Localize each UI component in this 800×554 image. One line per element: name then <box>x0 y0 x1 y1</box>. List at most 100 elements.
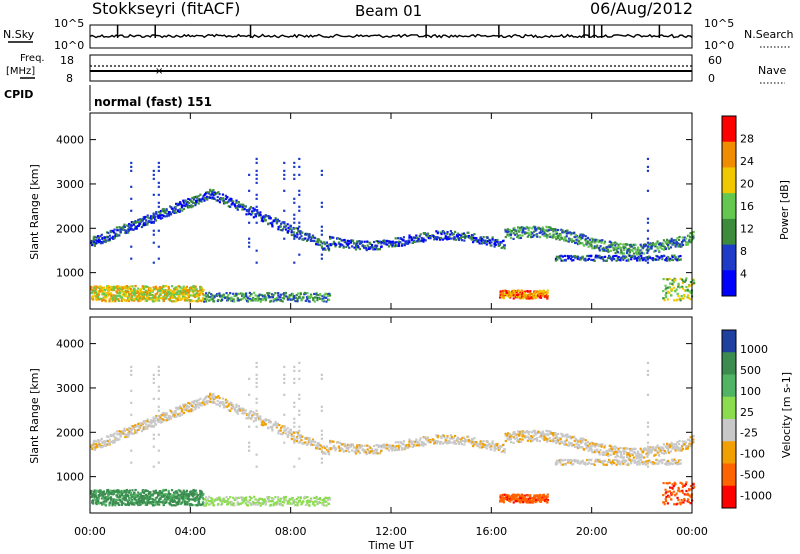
velocity-cell <box>323 451 326 454</box>
velocity-cell <box>205 499 208 502</box>
power-cell <box>112 230 115 233</box>
power-cell <box>255 169 258 172</box>
velocity-cell <box>519 430 522 434</box>
power-cell <box>144 299 147 302</box>
velocity-cell <box>224 398 227 401</box>
power-cell <box>522 228 525 232</box>
power-cell <box>101 236 104 240</box>
velocity-cell <box>148 424 151 427</box>
power-cell <box>522 292 525 295</box>
velocity-cell <box>138 427 141 430</box>
power-cell <box>227 200 230 203</box>
power-cell <box>421 239 424 242</box>
power-cell <box>568 239 572 242</box>
velocity-cell <box>287 433 290 437</box>
velocity-cell <box>222 401 225 404</box>
velocity-cell <box>503 496 506 500</box>
velocity-cell <box>465 439 468 442</box>
velocity-cell <box>140 492 143 495</box>
velocity-cell <box>422 441 425 444</box>
power-cell <box>130 245 133 248</box>
velocity-cell <box>230 402 233 405</box>
velocity-cell <box>222 497 225 500</box>
velocity-cell <box>226 503 230 506</box>
velocity-cell <box>486 443 490 447</box>
power-cell <box>193 196 196 199</box>
power-cell <box>607 254 611 257</box>
power-cell <box>508 229 512 232</box>
power-cell <box>625 251 629 255</box>
power-cell <box>106 288 109 291</box>
colorbar-frame <box>721 115 737 297</box>
velocity-cell <box>151 502 154 505</box>
velocity-cell <box>348 450 351 453</box>
power-cell <box>622 246 625 249</box>
velocity-cell <box>141 500 144 503</box>
velocity-cell <box>226 500 229 503</box>
power-cell <box>674 256 677 259</box>
power-cell <box>370 243 374 247</box>
velocity-cell <box>330 447 333 451</box>
power-cell <box>255 181 258 184</box>
power-cell <box>92 289 95 293</box>
velocity-cell <box>138 493 141 496</box>
power-cell <box>646 229 650 232</box>
power-cell <box>191 196 194 200</box>
velocity-cell <box>259 504 262 507</box>
power-cell <box>120 299 123 302</box>
power-cell <box>235 201 238 204</box>
power-cell <box>256 294 259 298</box>
velocity-cell <box>366 444 369 447</box>
power-cell <box>113 228 116 231</box>
power-cell <box>171 300 174 303</box>
power-cell <box>384 240 387 243</box>
velocity-cell <box>206 498 209 501</box>
power-cell <box>273 219 276 222</box>
power-cell <box>316 241 319 244</box>
power-cell <box>518 230 521 233</box>
velocity-cell <box>121 490 124 493</box>
power-cell <box>594 254 598 257</box>
velocity-cell <box>541 437 544 440</box>
power-cell <box>380 242 383 245</box>
velocity-cell <box>143 495 146 498</box>
power-cell <box>685 243 688 246</box>
power-cell <box>299 232 302 235</box>
velocity-cell <box>296 501 299 505</box>
velocity-cell <box>475 444 479 447</box>
velocity-cell <box>251 415 254 419</box>
power-cell <box>481 241 485 245</box>
velocity-cell <box>137 422 140 425</box>
velocity-cell <box>249 409 253 413</box>
power-cell <box>106 239 109 242</box>
power-cell <box>433 238 436 241</box>
power-cell <box>530 230 533 234</box>
velocity-cell <box>557 438 560 442</box>
power-cell <box>253 208 256 211</box>
power-cell <box>555 232 559 235</box>
power-cell <box>208 299 211 302</box>
velocity-cell <box>352 446 356 449</box>
velocity-cell <box>274 496 277 499</box>
velocity-cell <box>161 490 164 493</box>
power-cell <box>164 293 167 297</box>
power-cell <box>376 248 379 251</box>
power-cell <box>571 256 574 259</box>
power-cell <box>137 287 140 290</box>
power-cell <box>453 230 457 234</box>
power-cell <box>542 228 545 231</box>
power-cell <box>298 253 301 256</box>
power-cell <box>620 247 623 250</box>
power-cell <box>312 298 315 301</box>
power-cell <box>315 291 318 295</box>
velocity-cell <box>179 406 182 409</box>
power-cell <box>673 243 676 246</box>
power-cell <box>96 235 100 238</box>
power-cell <box>258 293 261 296</box>
power-cell <box>501 293 504 296</box>
power-cell <box>665 257 668 261</box>
velocity-cell <box>534 431 537 434</box>
velocity-cell <box>275 423 278 427</box>
power-cell <box>514 229 517 233</box>
power-cell <box>547 229 551 232</box>
